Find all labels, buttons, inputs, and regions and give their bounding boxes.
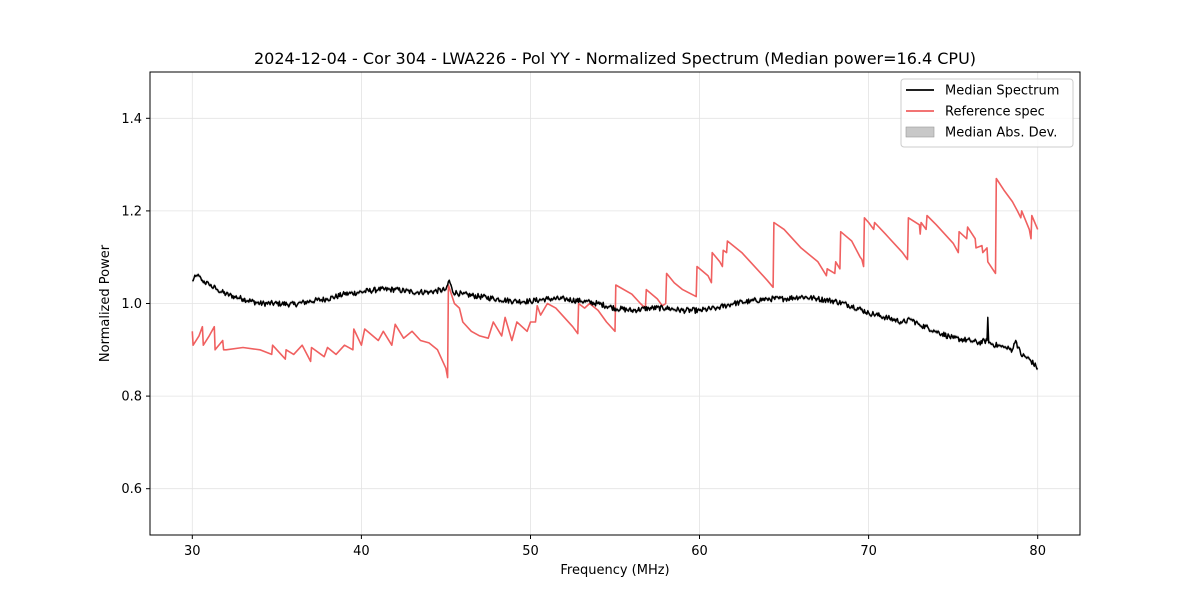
legend-label: Median Spectrum (945, 84, 1059, 99)
y-tick-label: 1.0 (121, 297, 142, 312)
legend-label: Reference spec (945, 105, 1045, 120)
y-tick-label: 1.2 (121, 204, 142, 219)
x-tick-label: 60 (691, 544, 708, 559)
legend: Median Spectrum Reference spec Median Abs.… (900, 78, 1074, 148)
x-tick-label: 70 (860, 544, 877, 559)
series-layer (191, 177, 1039, 379)
y-tick-label: 1.4 (121, 112, 142, 127)
chart-title: 2024-12-04 - Cor 304 - LWA226 - Pol YY -… (254, 49, 976, 68)
legend-label: Median Abs. Dev. (945, 126, 1057, 141)
y-tick-label: 0.8 (121, 390, 142, 405)
y-axis-title: Normalized Power (98, 244, 113, 362)
reference-spec-line (191, 177, 1039, 379)
x-tick-label: 80 (1029, 544, 1046, 559)
x-tick-label: 40 (353, 544, 370, 559)
axis-ticks: 30 40 50 60 70 80 0.6 0.8 1.0 1.2 1.4 (121, 112, 1046, 559)
median-spectrum-line (191, 273, 1039, 370)
x-tick-label: 30 (184, 544, 201, 559)
legend-items: Median Spectrum Reference spec Median Abs.… (905, 84, 1059, 141)
legend-box (900, 78, 1074, 148)
legend-swatch-patch (905, 126, 935, 138)
y-tick-label: 0.6 (121, 482, 142, 497)
x-axis-title: Frequency (MHz) (560, 563, 669, 578)
x-tick-label: 50 (522, 544, 539, 559)
